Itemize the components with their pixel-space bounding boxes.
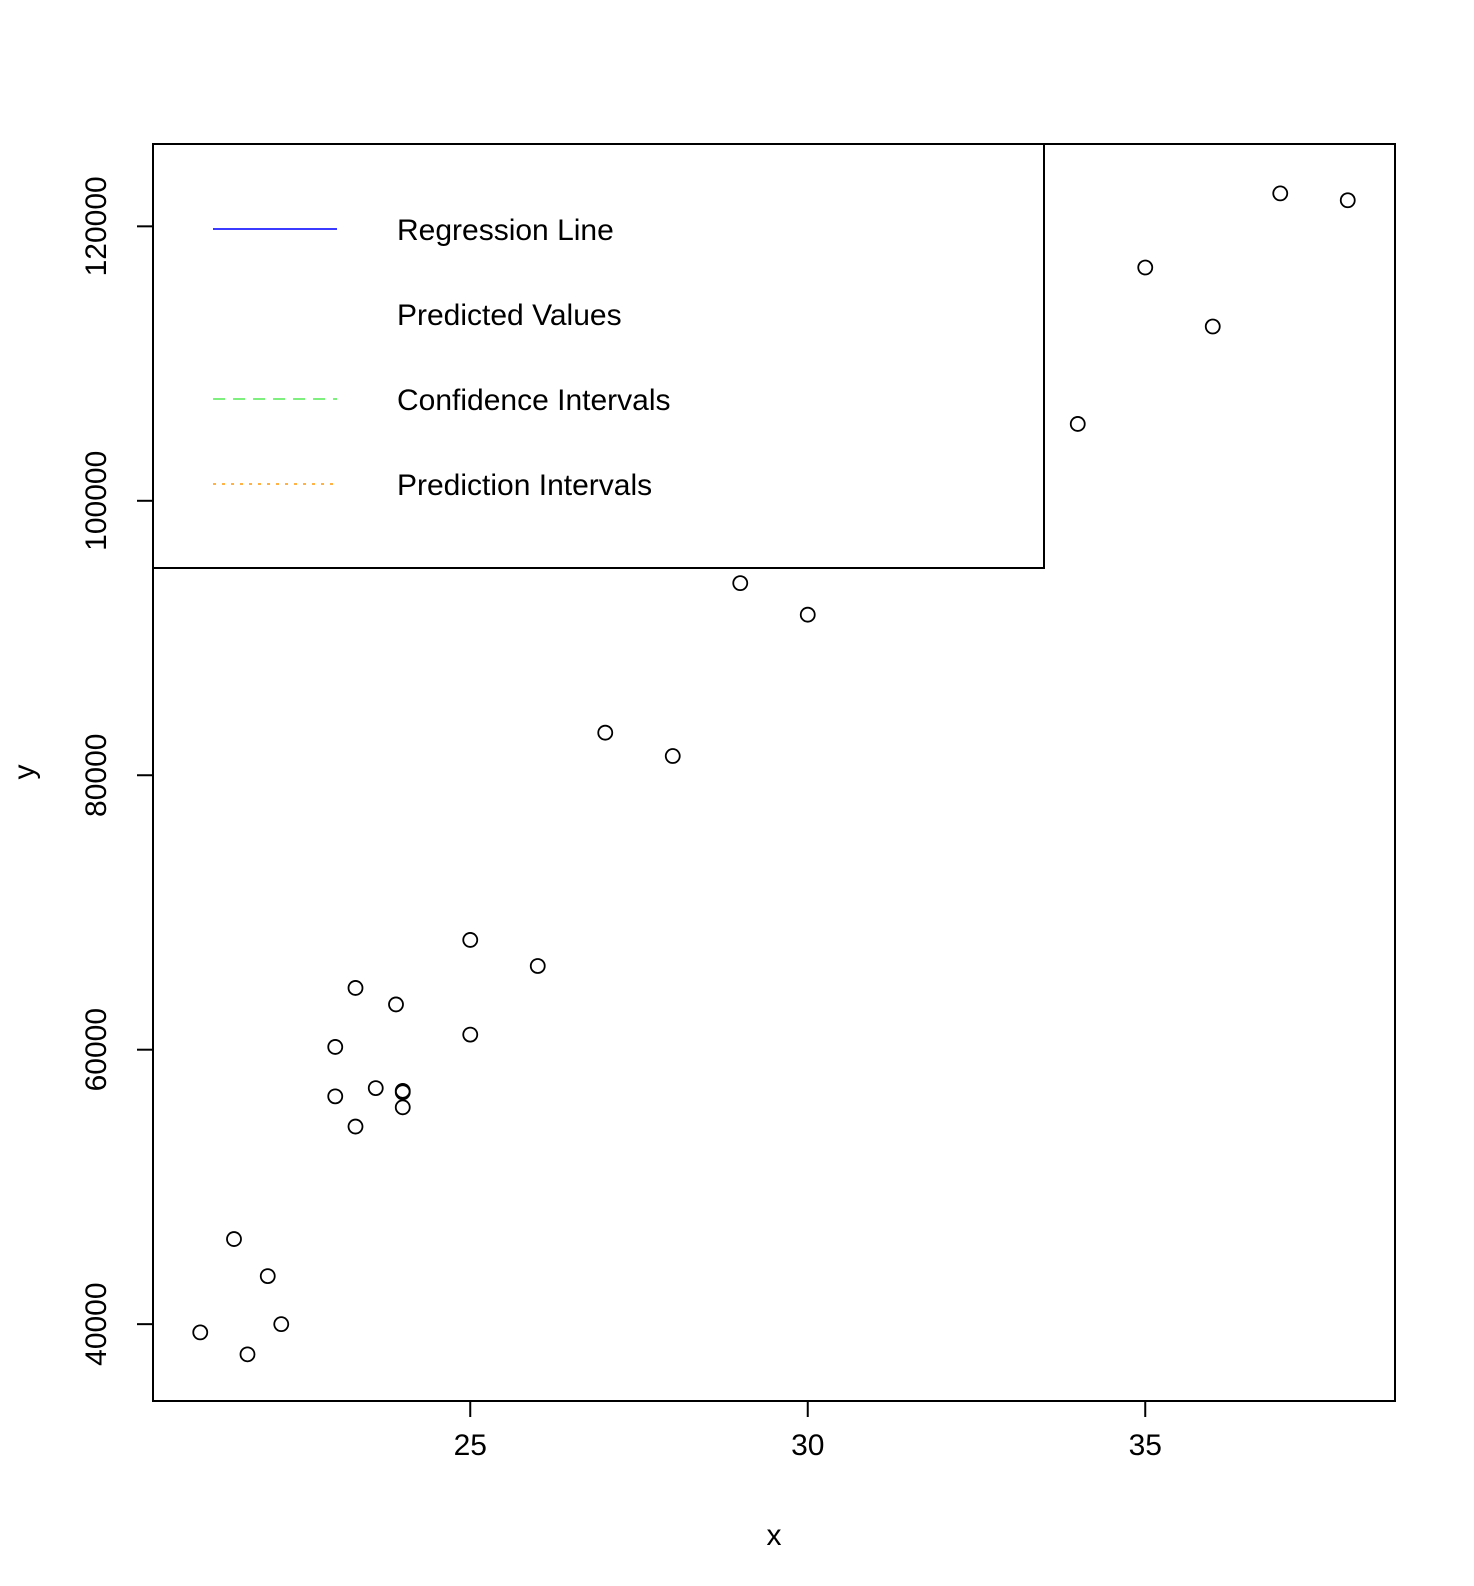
legend-label-prediction-intervals: Prediction Intervals [397, 469, 652, 502]
x-tick-label: 35 [1129, 1429, 1162, 1462]
data-point [239, 1346, 256, 1363]
data-point [1339, 192, 1356, 209]
y-axis-ticks: 40000 60000 80000 100000 120000 [80, 176, 153, 1366]
data-point [327, 1039, 344, 1055]
data-point [462, 932, 479, 948]
data-point [394, 1099, 411, 1116]
data-point [529, 958, 546, 974]
x-axis-label: x [767, 1519, 782, 1552]
data-point [394, 1084, 411, 1101]
legend-label-confidence-intervals: Confidence Intervals [397, 384, 671, 417]
legend-box [152, 143, 1045, 569]
data-point [1069, 416, 1086, 432]
data-point [732, 575, 749, 592]
y-tick-label: 100000 [80, 451, 113, 551]
data-point [347, 1118, 364, 1135]
x-tick-label: 30 [791, 1429, 824, 1462]
y-axis-label: y [8, 765, 41, 780]
data-point [664, 748, 681, 764]
data-point [1272, 185, 1289, 202]
data-point [597, 724, 614, 741]
x-tick-label: 25 [454, 1429, 487, 1462]
data-point [347, 980, 364, 996]
y-tick-label: 40000 [80, 1282, 113, 1365]
data-point [273, 1316, 290, 1333]
data-point [799, 606, 816, 623]
data-point [388, 996, 404, 1013]
data-point [1137, 259, 1154, 276]
x-axis-ticks: 25 30 35 [454, 1401, 1162, 1462]
y-tick-label: 80000 [80, 734, 113, 817]
y-tick-label: 120000 [80, 176, 113, 276]
legend-label-regression-line: Regression Line [397, 214, 614, 247]
data-point [1204, 318, 1221, 335]
legend-label-predicted-values: Predicted Values [397, 299, 622, 332]
data-point [327, 1088, 344, 1105]
data-point [367, 1080, 384, 1097]
legend: Regression Line Predicted Values Confide… [152, 143, 1045, 569]
data-point [226, 1231, 242, 1247]
y-tick-label: 60000 [80, 1008, 113, 1091]
data-point [192, 1324, 209, 1341]
data-point [462, 1026, 479, 1043]
data-points-layer [192, 185, 1356, 1363]
data-point [259, 1268, 276, 1285]
